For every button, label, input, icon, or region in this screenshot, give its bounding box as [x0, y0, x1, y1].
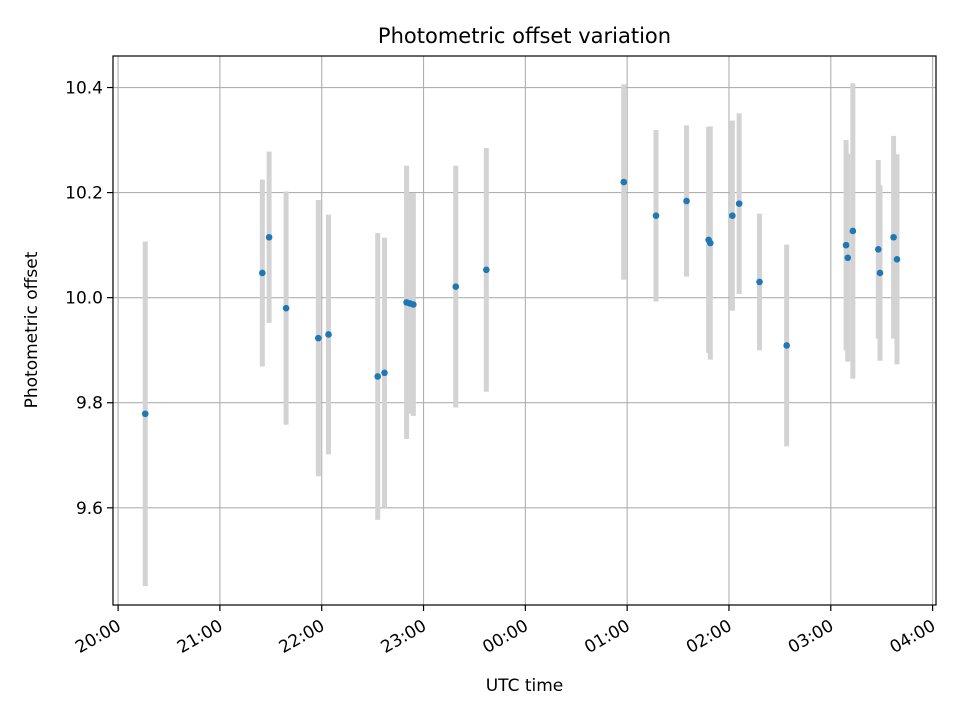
- data-point: [783, 342, 790, 349]
- data-points: [141, 178, 901, 418]
- data-point: [683, 197, 690, 205]
- data-point: [729, 212, 736, 220]
- data-point: [707, 239, 714, 247]
- data-point: [259, 269, 266, 277]
- data-point: [893, 256, 901, 263]
- x-tick-label: 20:00: [72, 616, 124, 658]
- data-point: [452, 283, 460, 290]
- data-point: [315, 334, 322, 342]
- data-point: [374, 373, 382, 380]
- y-axis-label: Photometric offset: [22, 251, 42, 408]
- data-point: [876, 269, 884, 277]
- x-tick-label: 22:00: [276, 616, 328, 658]
- data-point: [325, 331, 332, 338]
- x-tick-label: 01:00: [581, 616, 633, 658]
- data-point: [844, 254, 852, 262]
- data-point: [141, 410, 149, 418]
- data-point: [849, 227, 857, 235]
- error-bars: [142, 83, 900, 587]
- data-point: [756, 278, 763, 286]
- data-point: [381, 369, 388, 377]
- data-point: [483, 266, 490, 274]
- plot-frame: [112, 55, 937, 606]
- y-tick-label: 9.6: [76, 499, 103, 519]
- data-point: [875, 246, 882, 253]
- x-tick-label: 21:00: [174, 616, 226, 658]
- chart-title: Photometric offset variation: [378, 24, 671, 48]
- y-axis-ticks: 9.6 9.8 10.0 10.2 10.4: [65, 79, 113, 519]
- grid-lines: [113, 56, 936, 605]
- x-tick-label: 03:00: [785, 616, 837, 658]
- y-tick-label: 10.2: [65, 184, 103, 204]
- x-tick-label: 02:00: [683, 616, 735, 658]
- data-point: [842, 241, 850, 249]
- y-tick-label: 10.0: [65, 289, 103, 309]
- data-point: [410, 301, 417, 308]
- data-point: [265, 233, 273, 241]
- x-tick-label: 04:00: [887, 616, 939, 658]
- data-point: [620, 178, 628, 186]
- data-point: [652, 212, 660, 220]
- data-point: [735, 200, 743, 207]
- x-axis-ticks: 20:00 21:00 22:00 23:00 00:00 01:00 02:00 03:00…: [72, 605, 939, 658]
- y-tick-label: 9.8: [76, 394, 103, 414]
- data-point: [282, 304, 290, 312]
- data-point: [890, 233, 897, 241]
- y-tick-label: 10.4: [65, 79, 103, 99]
- x-axis-label: UTC time: [486, 676, 564, 696]
- x-tick-label: 00:00: [479, 616, 531, 658]
- x-tick-label: 23:00: [378, 616, 430, 658]
